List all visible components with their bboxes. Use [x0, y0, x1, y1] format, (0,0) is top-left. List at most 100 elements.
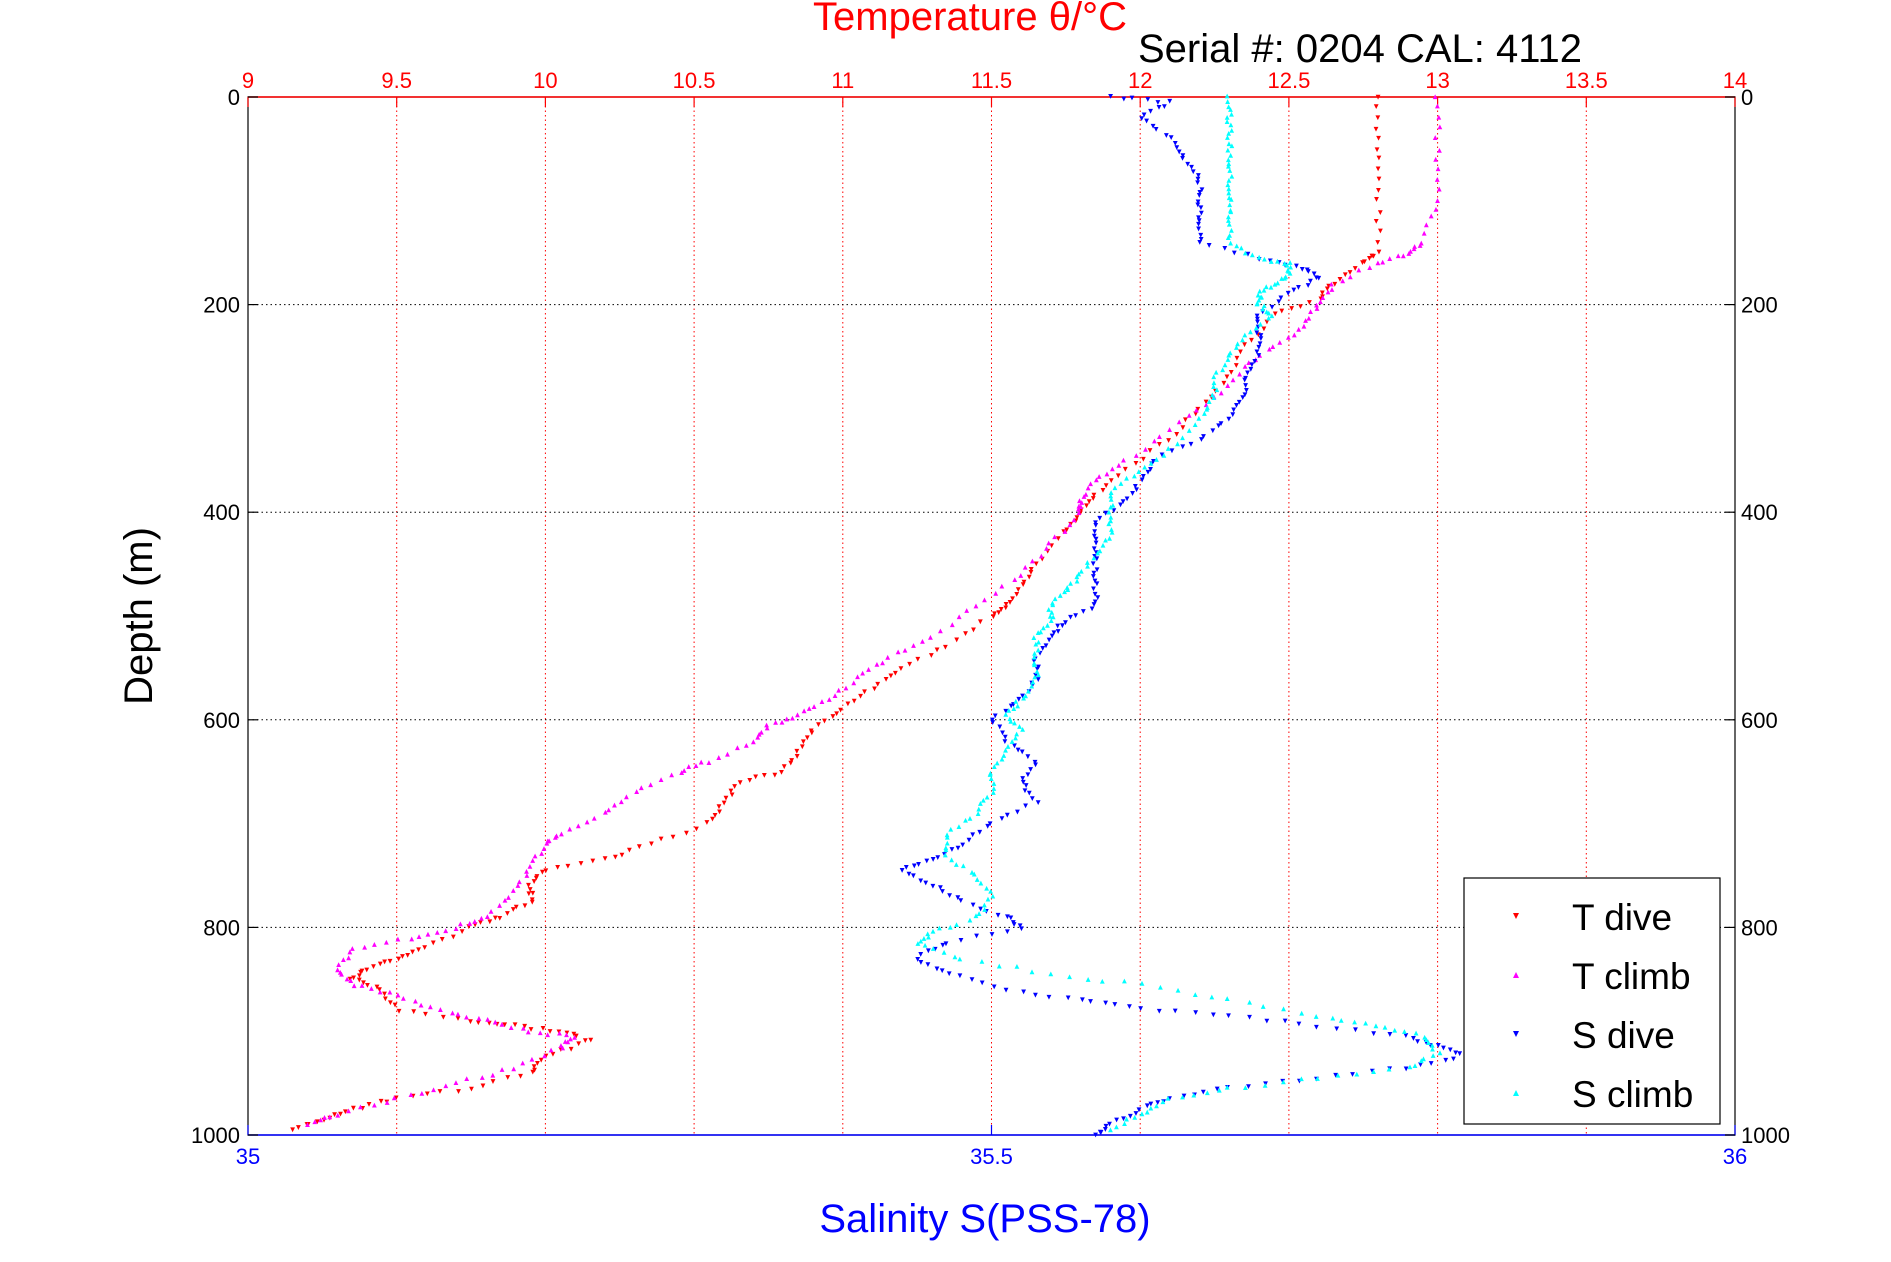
data-point [1180, 1094, 1185, 1100]
data-point [1224, 115, 1230, 120]
data-point [773, 719, 779, 725]
data-point [1337, 276, 1343, 282]
data-point [1227, 202, 1233, 208]
data-point [1226, 130, 1232, 136]
data-point [1015, 703, 1021, 709]
data-point [1017, 923, 1023, 929]
data-point [296, 1125, 301, 1130]
data-point [1377, 228, 1383, 234]
data-point [747, 777, 753, 783]
data-point [1325, 289, 1331, 295]
top-tick-label: 12.5 [1267, 68, 1310, 93]
data-point [1085, 485, 1091, 491]
data-point [1451, 1056, 1456, 1062]
data-point [1145, 469, 1151, 475]
data-point [1091, 570, 1097, 576]
data-point [974, 877, 980, 882]
data-point [1291, 287, 1297, 293]
data-point [943, 941, 949, 947]
data-point [954, 922, 959, 928]
data-point [1225, 99, 1231, 104]
data-point [1192, 422, 1198, 428]
data-point [1108, 518, 1113, 524]
data-point [991, 984, 997, 990]
data-point [1049, 609, 1055, 615]
data-point [349, 946, 355, 951]
data-point [1148, 1105, 1154, 1111]
data-point [728, 788, 734, 794]
data-point [522, 1023, 528, 1029]
data-point [567, 826, 573, 832]
data-point [1428, 213, 1434, 219]
data-point [1225, 235, 1231, 241]
data-point [540, 1025, 546, 1031]
data-point [1108, 514, 1114, 520]
data-point [1198, 236, 1204, 242]
data-point [781, 764, 787, 770]
data-point [1375, 94, 1381, 100]
data-point [1124, 475, 1129, 481]
data-point [1311, 271, 1317, 277]
data-point [484, 914, 490, 920]
data-point [1034, 666, 1040, 672]
data-point [1021, 695, 1026, 701]
data-point [450, 1010, 455, 1016]
legend-label: S climb [1572, 1074, 1693, 1115]
data-point [1288, 264, 1294, 270]
data-point [1094, 567, 1100, 573]
data-point [944, 840, 950, 846]
data-point [1193, 411, 1199, 417]
data-point [520, 1060, 526, 1066]
data-point [822, 718, 827, 724]
data-point [1006, 707, 1012, 713]
data-point [1026, 790, 1032, 796]
data-point [1418, 1058, 1424, 1064]
data-point [1267, 346, 1272, 352]
top-tick-label: 11 [831, 68, 854, 93]
data-point [1089, 606, 1095, 612]
data-point [1035, 677, 1041, 682]
data-point [1264, 319, 1270, 325]
data-point [1191, 1092, 1197, 1098]
data-point [1334, 1026, 1340, 1032]
data-point [1077, 498, 1082, 504]
data-point [1028, 570, 1034, 575]
data-point [1371, 1031, 1377, 1037]
data-point [539, 851, 545, 856]
data-point [1051, 630, 1057, 636]
data-point [612, 854, 618, 860]
data-point [1197, 190, 1203, 195]
data-point [458, 921, 463, 927]
data-point [918, 960, 924, 965]
data-point [1095, 595, 1101, 601]
top-tick-label: 10 [533, 68, 557, 93]
data-point [361, 980, 366, 986]
data-point [1098, 1130, 1104, 1135]
data-point [1356, 267, 1362, 273]
data-point [920, 638, 925, 644]
data-point [531, 1064, 537, 1070]
data-point [1196, 193, 1202, 198]
data-point [916, 862, 921, 867]
data-point [838, 707, 844, 713]
data-point [981, 902, 987, 908]
data-point [1166, 438, 1171, 443]
data-point [1224, 119, 1230, 124]
data-point [524, 868, 529, 874]
data-point [1211, 380, 1217, 386]
data-point [497, 915, 503, 921]
data-point [1094, 581, 1100, 587]
data-point [1115, 473, 1121, 479]
data-point [973, 913, 979, 919]
data-point [1224, 93, 1230, 99]
data-point [1220, 367, 1226, 373]
data-point [899, 868, 905, 873]
data-point [1167, 427, 1172, 432]
data-point [499, 1067, 505, 1072]
data-point [990, 720, 996, 725]
data-point [1118, 502, 1123, 508]
data-point [365, 982, 370, 988]
data-point [416, 934, 422, 940]
data-point [1013, 698, 1019, 704]
data-point [464, 1014, 469, 1020]
